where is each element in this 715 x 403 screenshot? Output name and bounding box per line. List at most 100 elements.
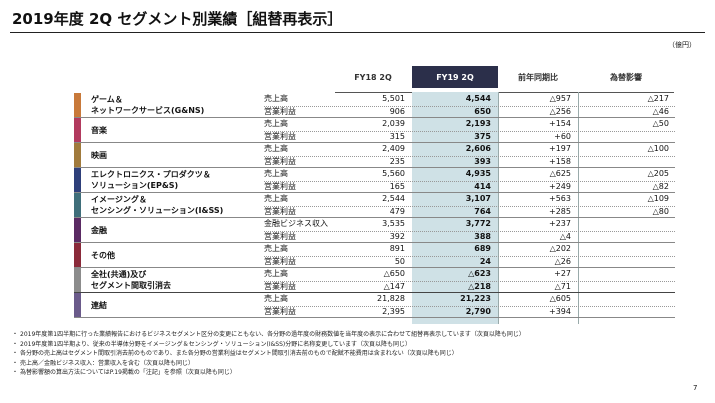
segment-row: 金融 金融ビジネス収入 3,535 3,772 +237 営業利益 392 388 △4 [74, 218, 675, 243]
row-label: 営業利益 [264, 281, 296, 291]
segment-name: 全社(共通)及びセグメント間取引消去 [91, 268, 171, 292]
fy19-value: △218 [468, 281, 491, 291]
fx-value: △205 [647, 169, 669, 178]
yoy-value: +563 [549, 194, 571, 203]
footnote-text: 為替影響額の算出方法についてはP.19掲載の「注記」を参照（次頁以降も同じ） [20, 369, 236, 376]
table-row: 営業利益 315 375 +60 [74, 131, 675, 143]
fy19-value: 3,772 [465, 219, 491, 228]
table-row: 売上高 891 689 △202 [74, 243, 675, 255]
table-row: 営業利益 2,395 2,790 +394 [74, 306, 675, 318]
fx-value: △82 [652, 181, 669, 191]
segment-name-line: イメージング＆ [91, 195, 147, 204]
segment-name: エレクトロニクス・プロダクツ＆ ソリューション(EP&S) [91, 168, 211, 192]
fy18-value: 479 [389, 206, 405, 216]
table-row: 売上高 5,501 4,544 △957 △217 [74, 93, 675, 105]
fy18-value: 392 [389, 231, 405, 241]
segment-row: 映画 売上高 2,409 2,606 +197 △100 営業利益 235 393 +158 [74, 143, 675, 168]
segment-name-line: その他 [91, 250, 115, 260]
fy19-value: 4,935 [465, 169, 491, 178]
row-label: 営業利益 [264, 106, 296, 116]
fy18-value: 235 [389, 156, 405, 166]
row-label: 営業利益 [264, 231, 296, 241]
fy19-value: 3,107 [465, 194, 491, 203]
yoy-value: △71 [554, 281, 571, 291]
column-header-fy19: FY19 2Q [412, 66, 498, 88]
row-label: 売上高 [264, 294, 288, 303]
yoy-value: △605 [549, 294, 571, 303]
yoy-value: +394 [549, 306, 571, 316]
segment-name-line: 音楽 [91, 125, 107, 135]
fy18-value: 5,501 [382, 94, 405, 103]
fy18-value: 891 [389, 244, 405, 253]
table-row: 営業利益 906 650 △256 △46 [74, 106, 675, 118]
footnote-text: 2019年度第1四半期に行った業績報告におけるビジネスセグメント区分の変更にとも… [20, 331, 525, 338]
table-row: 営業利益 392 388 △4 [74, 231, 675, 243]
fy19-value: 21,223 [460, 294, 491, 303]
fx-value: △109 [647, 194, 669, 203]
row-divider [264, 255, 675, 257]
page-title: 2019年度 2Q セグメント別業績［組替再表示］ [12, 10, 343, 28]
footnote-bullet: ・ [12, 340, 19, 348]
row-divider [264, 130, 675, 132]
segment-name-line: ソリューション(EP&S) [91, 181, 179, 190]
segment-color-bar [74, 293, 81, 317]
footnote-bullet: ・ [12, 359, 19, 367]
segment-name-line: 全社(共通)及び [91, 270, 147, 279]
fy19-value: 388 [474, 231, 491, 241]
segment-color-bar [74, 218, 81, 242]
segment-row: その他 売上高 891 689 △202 営業利益 50 24 △26 [74, 243, 675, 268]
table-row: 売上高 △650 △623 +27 [74, 268, 675, 280]
yoy-value: △202 [549, 244, 571, 253]
row-divider [264, 305, 675, 307]
table-row: 営業利益 235 393 +158 [74, 156, 675, 168]
fy19-value: 689 [474, 244, 491, 253]
segment-name: ゲーム＆ ネットワークサービス(G&NS) [91, 93, 204, 117]
row-divider [264, 205, 675, 207]
segment-name: 連結 [91, 293, 107, 317]
fy19-value: 24 [479, 256, 491, 266]
fy18-value: 906 [389, 106, 405, 116]
segment-name: イメージング＆ センシング・ソリューション(I&SS) [91, 193, 223, 217]
fx-value: △100 [647, 144, 669, 153]
fx-value: △217 [647, 94, 669, 103]
row-label: 売上高 [264, 244, 288, 253]
fy18-value: 165 [389, 181, 405, 191]
row-label: 売上高 [264, 144, 288, 153]
footnote-text: 各分野の売上高はセグメント間取引消去前のものであり、また各分野の営業利益はセグメ… [20, 350, 458, 357]
row-divider [264, 180, 675, 182]
yoy-value: +237 [549, 219, 571, 228]
yoy-value: +249 [549, 181, 571, 191]
table-row: 営業利益 △147 △218 △71 [74, 281, 675, 293]
yoy-value: △26 [554, 256, 571, 266]
segment-name-line: セグメント間取引消去 [91, 281, 171, 290]
segment-name-line: エレクトロニクス・プロダクツ＆ [91, 170, 211, 179]
segment-name: その他 [91, 243, 115, 267]
footnote: ・各分野の売上高はセグメント間取引消去前のものであり、また各分野の営業利益はセグ… [12, 349, 525, 359]
row-label: 営業利益 [264, 206, 296, 216]
fy18-value: 50 [394, 256, 405, 266]
fy18-value: 2,544 [382, 194, 405, 203]
row-label: 売上高 [264, 169, 288, 178]
row-label: 営業利益 [264, 131, 296, 141]
unit-label: （億円） [668, 41, 696, 49]
fy19-value: 2,193 [465, 119, 491, 128]
table-row: 営業利益 165 414 +249 △82 [74, 181, 675, 193]
segment-row: 音楽 売上高 2,039 2,193 +154 △50 営業利益 315 375 +60 [74, 118, 675, 143]
table-row: 売上高 2,544 3,107 +563 △109 [74, 193, 675, 205]
fx-value: △50 [652, 119, 669, 128]
footnote: ・ 2019年度第1四半期に行った業績報告におけるビジネスセグメント区分の変更にと… [12, 330, 525, 340]
segment-row: ゲーム＆ ネットワークサービス(G&NS) 売上高 5,501 4,544 △957 △21… [74, 93, 675, 118]
fy18-value: 2,039 [382, 119, 405, 128]
footnote: ・売上高／金融ビジネス収入：営業収入を含む（次頁以降も同じ） [12, 359, 525, 369]
row-divider [264, 105, 675, 107]
segment-name-line: 映画 [91, 150, 107, 160]
segment-name: 音楽 [91, 118, 107, 142]
fx-value: △46 [652, 106, 669, 116]
fy19-value: 764 [474, 206, 491, 216]
segment-color-bar [74, 268, 81, 292]
row-label: 営業利益 [264, 156, 296, 166]
fy19-value: 393 [474, 156, 491, 166]
fy19-value: 2,606 [465, 144, 491, 153]
row-label: 売上高 [264, 269, 288, 278]
row-label: 売上高 [264, 119, 288, 128]
